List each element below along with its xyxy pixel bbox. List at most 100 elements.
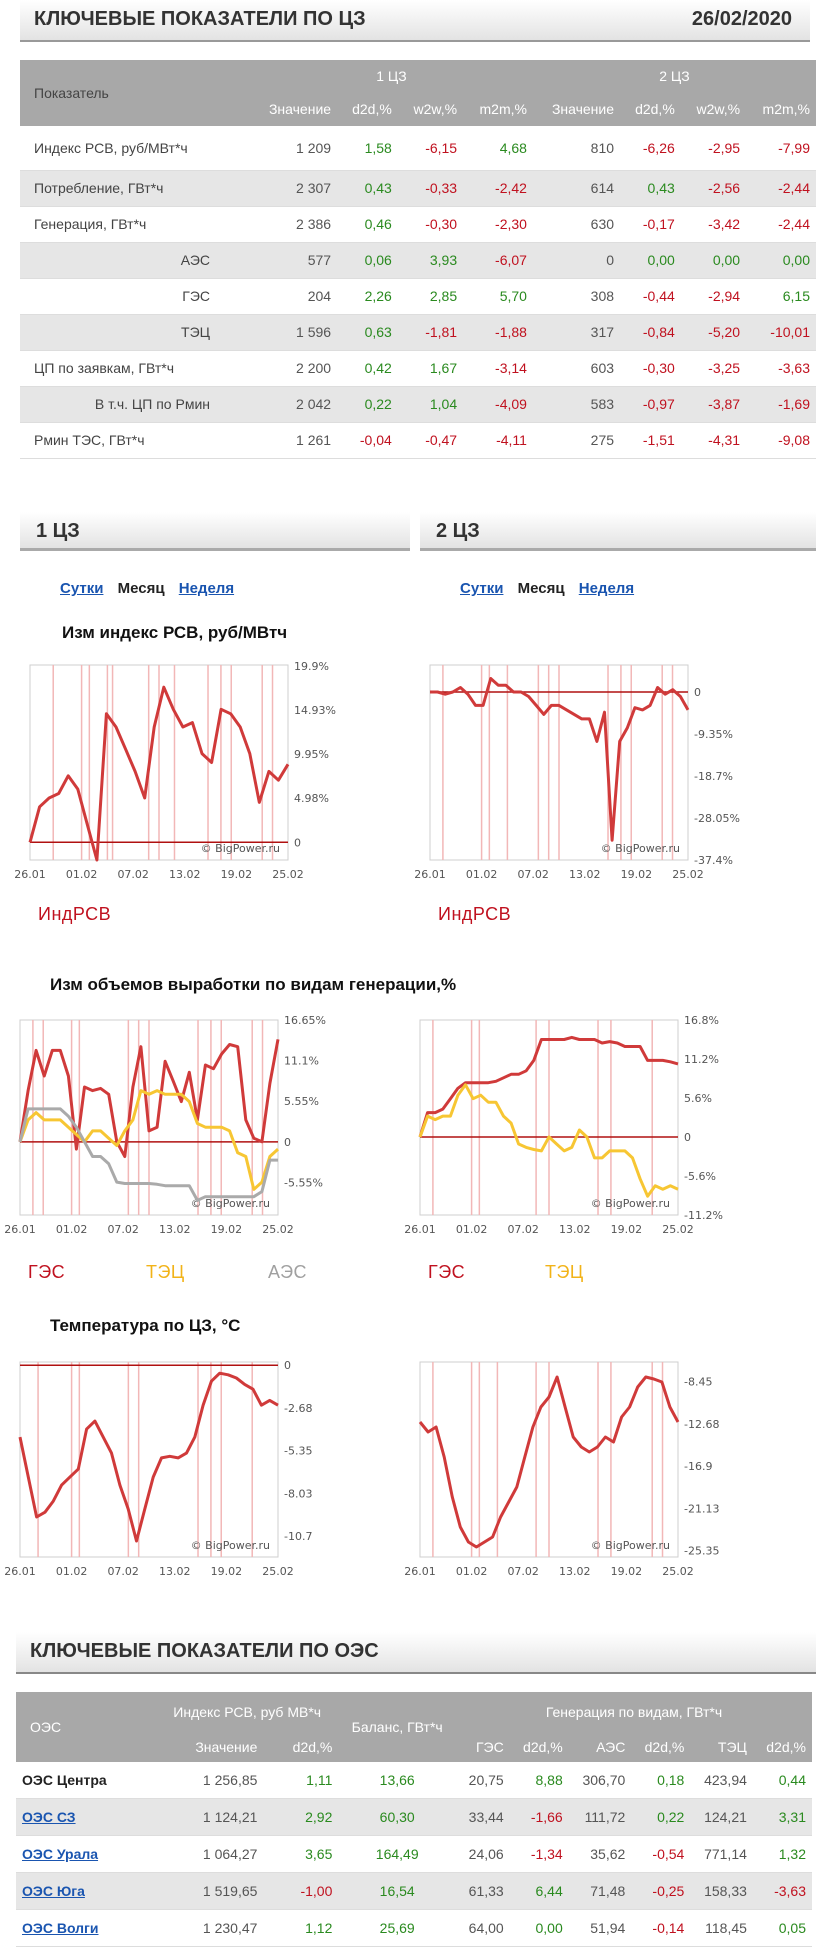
oes-name-cell: ОЭС Урала <box>16 1835 156 1873</box>
gen-chart-title: Изм объемов выработки по видам генерации… <box>50 975 457 994</box>
y-tick-label: 0 <box>284 1136 291 1149</box>
value-cell: 810 <box>532 126 621 171</box>
change-cell: 0,22 <box>337 386 398 423</box>
change-cell: 0,42 <box>337 350 398 387</box>
zone1-title: 1 ЦЗ <box>36 520 80 542</box>
change-cell: 3,31 <box>752 1798 812 1836</box>
x-tick-label: 19.02 <box>211 1565 243 1578</box>
tab-week[interactable]: Неделя <box>178 580 235 597</box>
value-cell: 630 <box>532 206 621 243</box>
change-cell: -3,63 <box>746 350 816 387</box>
col-zone2: 2 ЦЗ <box>532 60 816 92</box>
watermark: © BigPower.ru <box>191 1539 270 1552</box>
table-row: ОЭС Юга 1 519,65 -1,00 16,54 61,33 6,44 71,48-… <box>16 1872 812 1910</box>
col-index: Индекс РСВ, руб МВ*ч <box>156 1692 339 1732</box>
oes-link[interactable]: ОЭС Волги <box>22 1920 99 1936</box>
row-label: АЭС <box>20 242 250 279</box>
x-tick-label: 07.02 <box>507 1223 539 1236</box>
report-date: 26/02/2020 <box>691 8 792 30</box>
y-tick-label: -5.35 <box>284 1445 312 1458</box>
y-tick-label: 14.93% <box>294 704 336 717</box>
value-cell: 33,44 <box>456 1798 510 1836</box>
value-cell: 64,00 <box>456 1909 510 1947</box>
change-cell: 0,00 <box>680 242 747 279</box>
col-header: d2d,% <box>337 92 398 126</box>
oes-link[interactable]: ОЭС Урала <box>22 1846 99 1862</box>
row-label: ТЭЦ <box>20 314 250 351</box>
oes-name-cell: ОЭС СЗ <box>16 1798 156 1836</box>
oes-link[interactable]: ОЭС Юга <box>22 1883 85 1899</box>
col-header: Значение <box>532 92 621 126</box>
col-header: w2w,% <box>397 92 464 126</box>
value-cell: 0 <box>532 242 621 279</box>
y-tick-label: -12.68 <box>684 1418 719 1431</box>
value-cell: 20,75 <box>456 1762 510 1799</box>
change-cell: -1,69 <box>746 386 816 423</box>
x-tick-label: 13.02 <box>159 1223 191 1236</box>
y-tick-label: -11.2% <box>684 1209 723 1222</box>
series-line <box>418 1035 679 1138</box>
oes-link[interactable]: ОЭС СЗ <box>22 1809 76 1825</box>
tab-day[interactable]: Сутки <box>460 580 504 597</box>
value-cell: 60,30 <box>338 1798 457 1836</box>
watermark: © BigPower.ru <box>201 842 280 855</box>
col-header: АЭС <box>568 1732 632 1762</box>
table-row: Индекс РСВ, руб/МВт*ч 1 209 1,58 -6,15 4,68 8… <box>20 126 816 171</box>
y-tick-label: -16.9 <box>684 1460 712 1473</box>
change-cell: -1,88 <box>463 314 533 351</box>
value-cell: 317 <box>532 314 621 351</box>
y-tick-label: 9.95% <box>294 748 329 761</box>
x-tick-label: 25.02 <box>262 1223 294 1236</box>
col-header: d2d,% <box>631 1732 691 1762</box>
x-tick-label: 13.02 <box>159 1565 191 1578</box>
value-cell: 61,33 <box>456 1872 510 1910</box>
table-row: Генерация, ГВт*ч 2 386 0,46 -0,30 -2,30 630 -0… <box>20 206 816 243</box>
change-cell: 0,05 <box>752 1909 812 1947</box>
value-cell: 1 519,65 <box>156 1872 264 1910</box>
zone2-section-header: 2 ЦЗ <box>420 512 816 551</box>
table-row: АЭС 577 0,06 3,93 -6,07 0 0,00 0,00 0,00 <box>20 242 816 279</box>
legend-ges-zone2: ГЭС <box>428 1262 466 1282</box>
value-cell: 577 <box>250 242 338 279</box>
x-tick-label: 19.02 <box>211 1223 243 1236</box>
zone-indicators-table: Показатель 1 ЦЗ 2 ЦЗ Значение d2d,% w2w,% m… <box>20 60 816 459</box>
col-zone1: 1 ЦЗ <box>250 60 533 92</box>
change-cell: 0,46 <box>337 206 398 243</box>
y-tick-label: 5.55% <box>284 1095 319 1108</box>
change-cell: 0,06 <box>337 242 398 279</box>
y-tick-label: 5.6% <box>684 1092 712 1105</box>
value-cell: 25,69 <box>338 1909 457 1947</box>
x-tick-label: 07.02 <box>107 1223 139 1236</box>
x-tick-label: 26.01 <box>404 1565 436 1578</box>
row-label: Потребление, ГВт*ч <box>20 170 250 207</box>
tab-day[interactable]: Сутки <box>60 580 104 597</box>
x-tick-label: 13.02 <box>169 868 201 881</box>
change-cell: 0,00 <box>509 1909 569 1947</box>
col-generation: Генерация по видам, ГВт*ч <box>456 1692 812 1732</box>
change-cell: 3,65 <box>263 1835 339 1873</box>
temp-chart-zone1: 0 -2.68 -5.35 -8.03 -10.7 26.01 01.02 07.02 13.0… <box>4 1359 312 1578</box>
x-tick-label: 26.01 <box>14 868 46 881</box>
value-cell: 771,14 <box>690 1835 753 1873</box>
change-cell: -7,99 <box>746 126 816 171</box>
series-line <box>418 1375 680 1549</box>
change-cell: 0,00 <box>620 242 681 279</box>
change-cell: -4,11 <box>463 422 533 459</box>
x-tick-label: 01.02 <box>466 868 498 881</box>
temp-chart-title: Температура по ЦЗ, °С <box>50 1316 241 1335</box>
value-cell: 1 124,21 <box>156 1798 264 1836</box>
col-balance: Баланс, ГВт*ч <box>338 1692 457 1762</box>
y-tick-label: -5.6% <box>684 1170 716 1183</box>
x-tick-label: 01.02 <box>56 1565 88 1578</box>
change-cell: -5,20 <box>680 314 747 351</box>
tab-month[interactable]: Месяц <box>517 580 565 597</box>
table-row: ЦП по заявкам, ГВт*ч 2 200 0,42 1,67 -3,14 60… <box>20 350 816 387</box>
x-tick-label: 07.02 <box>517 868 549 881</box>
change-cell: 8,88 <box>509 1762 569 1799</box>
tab-week[interactable]: Неделя <box>578 580 635 597</box>
value-cell: 118,45 <box>690 1909 753 1947</box>
series-line <box>18 1107 278 1202</box>
table-row: Потребление, ГВт*ч 2 307 0,43 -0,33 -2,42 614… <box>20 170 816 207</box>
tab-month[interactable]: Месяц <box>117 580 165 597</box>
watermark: © BigPower.ru <box>591 1197 670 1210</box>
